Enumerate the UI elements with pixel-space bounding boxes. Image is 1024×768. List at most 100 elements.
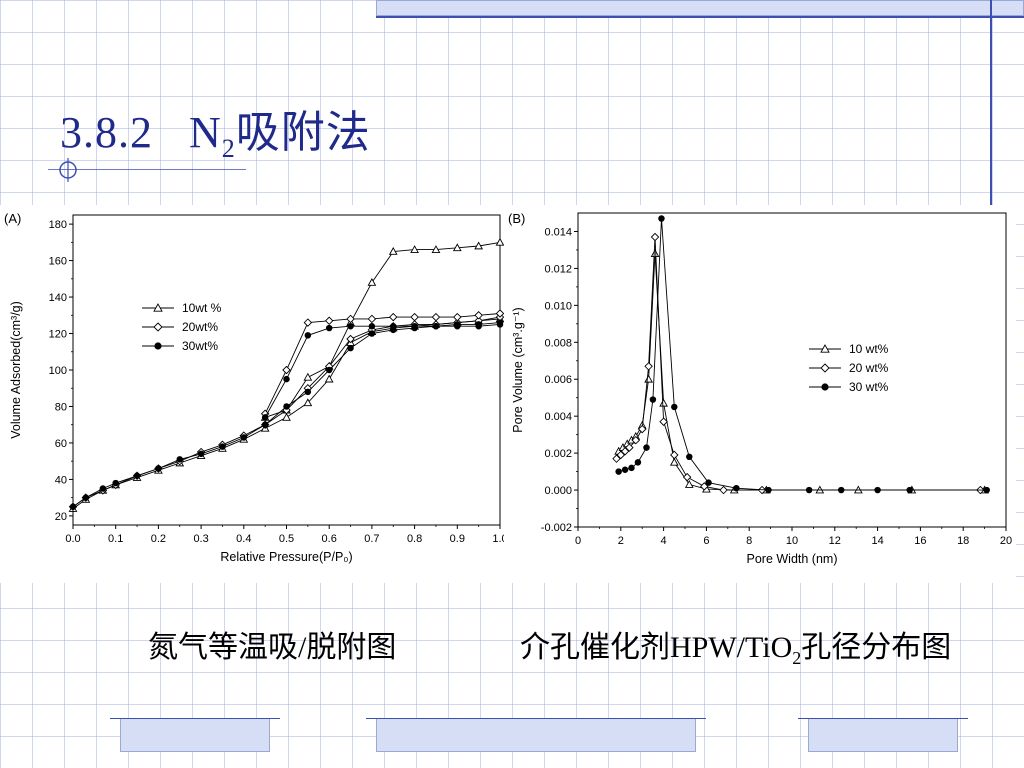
x-tick-label: 18 <box>957 535 969 547</box>
y-tick-label: 100 <box>49 365 67 377</box>
title-subscript: 2 <box>221 133 236 163</box>
pore-distribution-chart: (B) 0 2 4 6 8 10 12 14 16 18 20 -0.002 0.000 0.002 0.00… <box>508 211 1012 566</box>
data-point <box>650 249 660 257</box>
data-point <box>347 344 354 352</box>
x-tick-label: 1.0 <box>492 533 505 545</box>
desorption-line <box>264 241 501 418</box>
title-underline <box>48 169 246 170</box>
data-point <box>620 447 630 456</box>
y-axis-title: Volume Adsorbed(cm³/g) <box>9 301 23 439</box>
data-point <box>637 424 647 434</box>
data-point <box>686 453 693 461</box>
series-3 <box>69 319 504 511</box>
data-point <box>431 312 441 322</box>
data-point <box>496 319 504 326</box>
data-point <box>133 472 141 480</box>
x-axis-title: Relative Pressure(P/P₀) <box>220 550 352 564</box>
legend-marker <box>820 344 830 353</box>
data-point <box>324 374 334 383</box>
caption-left: 氮气等温吸/脱附图 <box>148 622 396 666</box>
data-point <box>390 322 397 330</box>
y-tick-label: 0.008 <box>544 337 572 349</box>
x-tick-label: 16 <box>914 535 926 547</box>
x-tick-label: 2 <box>618 535 624 547</box>
data-point <box>837 486 845 494</box>
legend: 10 wt% 20 wt% 30 wt% <box>809 342 889 394</box>
data-point <box>612 454 621 463</box>
caption-right-prefix: 介孔催化剂HPW/TiO <box>520 631 793 664</box>
x-tick-label: 0.8 <box>407 533 422 545</box>
title-suffix: 吸附法 <box>235 108 371 157</box>
x-tick-label: 0.4 <box>236 533 251 545</box>
y-tick-label: 60 <box>55 438 67 450</box>
x-tick-label: 0.7 <box>364 533 379 545</box>
data-point <box>615 468 622 475</box>
data-point <box>432 322 440 330</box>
data-point <box>261 414 269 421</box>
data-point <box>452 243 462 252</box>
data-point <box>805 486 813 494</box>
legend-label: 20 wt% <box>849 361 889 375</box>
top-decor-line <box>376 16 1024 18</box>
data-point <box>176 456 183 463</box>
isotherm-chart: (A) 0.0 0.1 0.2 0.3 0.4 0.5 0.6 0.7 0.8 0.9 1.0 20 40… <box>4 211 508 564</box>
data-point <box>324 316 334 326</box>
x-tick-label: 8 <box>746 535 752 547</box>
legend-label: 30wt% <box>182 339 218 353</box>
data-point <box>282 412 291 421</box>
data-point <box>669 457 679 466</box>
data-point <box>389 312 398 322</box>
adsorption-line <box>72 318 501 509</box>
chart-panel-b: (B) 0 2 4 6 8 10 12 14 16 18 20 -0.002 0.000 0.002 0.00… <box>504 205 1016 583</box>
data-point <box>304 388 312 396</box>
data-point <box>346 334 355 344</box>
x-tick-label: 0.0 <box>65 533 80 545</box>
y-tick-label: 140 <box>49 292 67 304</box>
data-point <box>283 375 290 383</box>
title-main: N <box>189 108 222 157</box>
crosshair-decor-icon <box>59 158 77 182</box>
data-point <box>733 484 740 492</box>
data-point <box>325 324 333 332</box>
data-point <box>410 312 419 322</box>
data-point <box>219 443 226 450</box>
chart-panel-a: (A) 0.0 0.1 0.2 0.3 0.4 0.5 0.6 0.7 0.8 0.9 1.0 20 40… <box>0 205 508 583</box>
y-tick-label: 0.006 <box>544 374 572 386</box>
data-point <box>658 215 665 222</box>
data-point <box>634 459 642 466</box>
title-number: 3.8.2 <box>60 108 153 157</box>
data-point <box>240 434 248 441</box>
x-tick-label: 0.3 <box>193 533 208 545</box>
data-point <box>643 444 650 451</box>
y-tick-label: 40 <box>55 474 67 486</box>
y-tick-label: 0.014 <box>544 226 572 238</box>
x-tick-label: 10 <box>786 535 798 547</box>
data-point <box>368 322 376 330</box>
legend: 10wt % 20wt% 30wt% <box>142 301 222 353</box>
data-point <box>682 472 692 482</box>
data-point <box>628 464 635 472</box>
bottom-decor-band-2 <box>376 718 696 752</box>
data-point <box>347 322 354 330</box>
desorption-line <box>264 322 501 418</box>
y-tick-label: 80 <box>55 401 67 413</box>
x-tick-label: 0.9 <box>450 533 465 545</box>
data-point <box>719 485 728 495</box>
x-tick-label: 12 <box>829 535 841 547</box>
data-point <box>659 398 668 407</box>
data-point <box>670 450 679 460</box>
data-point <box>367 277 377 286</box>
data-point <box>474 241 484 250</box>
plot-frame <box>577 212 1007 528</box>
x-tick-label: 0.1 <box>108 533 123 545</box>
caption-right-suffix: 孔径分布图 <box>801 631 952 664</box>
adsorption-line <box>72 323 501 508</box>
x-tick-label: 14 <box>871 535 883 547</box>
y-tick-label: 120 <box>49 329 67 341</box>
legend-label: 30 wt% <box>849 380 889 394</box>
data-point <box>368 330 376 337</box>
data-point <box>621 466 629 473</box>
data-point <box>303 372 313 381</box>
y-tick-label: -0.002 <box>541 522 572 534</box>
right-decor-line <box>990 0 992 205</box>
